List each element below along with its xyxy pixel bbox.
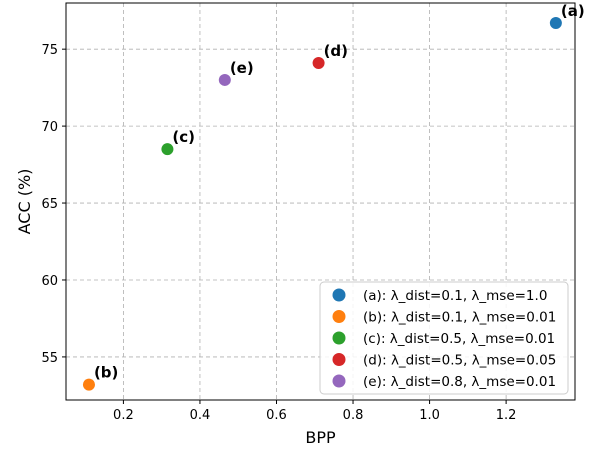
y-axis-label: ACC (%) <box>15 169 34 235</box>
legend-marker <box>332 288 346 302</box>
y-tick-label: 65 <box>41 197 58 212</box>
y-tick-label: 75 <box>41 43 58 58</box>
x-axis-ticks: 0.2 0.4 0.6 0.8 1.0 1.2 <box>113 400 516 423</box>
legend-entry-label: (e): λ_dist=0.8, λ_mse=0.01 <box>363 374 556 390</box>
data-point <box>161 143 174 156</box>
x-tick-label: 1.2 <box>496 408 517 423</box>
data-point-label: (e) <box>230 59 254 77</box>
data-point <box>549 17 562 30</box>
data-point <box>312 57 325 70</box>
data-point-label: (a) <box>561 2 585 20</box>
legend-entry-label: (b): λ_dist=0.1, λ_mse=0.01 <box>363 310 556 326</box>
y-tick-label: 55 <box>41 351 58 366</box>
x-tick-label: 0.4 <box>190 408 211 423</box>
y-tick-label: 70 <box>41 120 58 135</box>
legend-entry-label: (d): λ_dist=0.5, λ_mse=0.05 <box>363 353 556 369</box>
legend-entry-label: (a): λ_dist=0.1, λ_mse=1.0 <box>363 288 547 304</box>
legend-marker <box>332 374 346 388</box>
data-points <box>82 17 562 391</box>
y-tick-label: 60 <box>41 274 58 289</box>
data-point <box>82 378 95 391</box>
data-point-label: (b) <box>94 364 118 382</box>
data-point-label: (d) <box>324 42 348 60</box>
x-tick-label: 0.2 <box>113 408 134 423</box>
x-tick-label: 0.6 <box>266 408 287 423</box>
x-tick-label: 0.8 <box>343 408 364 423</box>
x-tick-label: 1.0 <box>419 408 440 423</box>
legend-marker <box>332 331 346 345</box>
legend-marker <box>332 353 346 366</box>
data-point-label: (c) <box>172 128 195 146</box>
legend-marker <box>332 310 346 323</box>
plot-area-frame <box>65 2 576 401</box>
data-point <box>218 73 231 86</box>
point-labels: (a) (b) (c) (d) (e) <box>94 2 585 382</box>
legend-box <box>319 281 569 395</box>
legend: (a): λ_dist=0.1, λ_mse=1.0 (b): λ_dist=0.… <box>319 281 569 395</box>
y-axis-ticks: 55 60 65 70 75 <box>41 43 66 366</box>
legend-entry-label: (c): λ_dist=0.5, λ_mse=0.01 <box>363 331 555 347</box>
x-axis-label: BPP <box>305 428 336 447</box>
